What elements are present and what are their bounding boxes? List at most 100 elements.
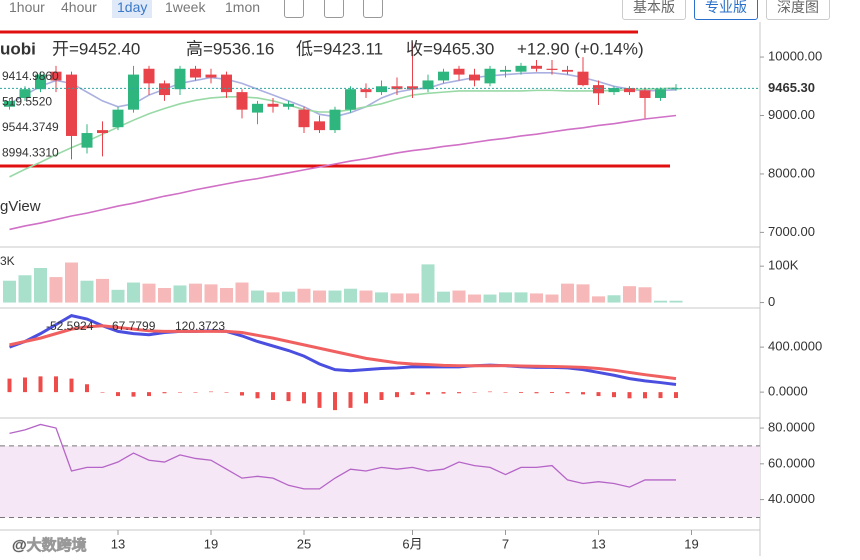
candle-body [283,103,294,107]
macd-bar [7,378,12,393]
macd-bar [209,391,213,393]
volume-bar [452,290,466,303]
x-tick-label: 7 [502,536,509,551]
macd-bar [271,392,275,400]
macd-bar [100,392,105,393]
candle-body [391,86,403,90]
interval-button[interactable]: 1day [112,0,153,18]
ohlc-header: 低=9423.11 [296,39,383,58]
candle-body [515,65,527,72]
volume-bar [96,278,109,303]
volume-label: 3K [0,254,15,268]
volume-bar [142,283,156,303]
ma-line [9,87,677,178]
volume-bar [65,262,78,303]
volume-bar [328,290,342,303]
version-button[interactable]: 深度图 [766,0,830,20]
tool-icon[interactable] [324,0,344,18]
volume-bar [468,294,481,303]
candle-body [143,68,155,84]
macd-bar [426,392,430,395]
volume-bar [127,282,140,303]
interval-button[interactable]: 1mon [225,0,261,15]
macd-bar [596,392,601,397]
interval-button[interactable]: 4hour [61,0,97,15]
volume-bar [34,268,47,303]
macd-legend: 67.7799 [112,319,156,333]
macd-bar [317,392,322,408]
volume-bar [359,290,373,303]
macd-bar [658,392,663,399]
macd-bar [116,392,120,397]
volume-bar [545,294,559,303]
volume-bar [344,288,357,303]
volume-bar [297,288,311,303]
y-tick-label: 7000.00 [768,224,815,239]
macd-bar [674,392,678,399]
candle-body [221,74,232,93]
interval-button[interactable]: 1week [165,0,206,15]
x-tick-label: 13 [591,536,605,551]
interval-button[interactable]: 1hour [9,0,45,15]
y-tick-label: 400.0000 [768,339,822,354]
ma-label: 9414.9860 [2,69,59,83]
last-price-label: 9465.30 [768,80,815,95]
volume-bar [266,292,280,303]
candle-body [608,88,620,93]
macd-bar [410,392,415,395]
version-button[interactable]: 基本版 [622,0,686,20]
candle-body [267,103,279,107]
volume-bar [576,284,590,303]
version-button[interactable]: 专业版 [694,0,758,20]
ohlc-header: 开=9452.40 [52,39,140,58]
volume-bar [251,290,264,303]
candle-body [376,86,387,93]
candle-body [50,71,62,81]
macd-bar [38,376,43,393]
macd-legend: 120.3723 [175,319,225,333]
candle-body [66,74,77,136]
y-tick-label: 0.0000 [768,384,808,399]
macd-bar [131,392,136,397]
macd-bar [255,392,260,399]
candle-body [438,71,449,81]
brand-label: gView [0,198,41,215]
macd-bar [178,392,182,393]
ma-label: 9544.3749 [2,120,59,134]
candle-body [329,109,341,131]
macd-bar [534,392,539,394]
tool-icon[interactable] [284,0,304,18]
macd-bar [550,392,554,394]
macd-bar [23,377,27,393]
candle-body [593,85,604,94]
candle-body [484,68,496,84]
candle-body [453,68,465,75]
macd-bar [627,392,632,399]
volume-bar [406,293,419,303]
volume-bar [204,284,218,303]
macd-bar [85,384,89,393]
ma-label: 8994.3310 [2,146,59,160]
volume-bar [669,300,683,303]
tool-icon[interactable] [363,0,383,18]
macd-bar [348,392,353,408]
macd-bar [193,392,198,393]
x-tick-label: 6月 [402,536,422,551]
macd-bar [488,391,492,393]
macd-legend: -52.5924 [46,319,94,333]
volume-bar [111,289,125,303]
candle-body [19,89,31,98]
candle-body [624,88,635,93]
candle-body [205,74,217,78]
volume-bar [235,282,249,303]
macd-bar [333,392,337,411]
volume-bar [561,283,574,303]
source-label: uobi [0,39,36,58]
candle-body [236,92,248,110]
watermark: @大数跨境 [12,536,87,554]
volume-bar [18,275,32,303]
volume-bar [437,291,450,303]
macd-bar [364,392,368,404]
